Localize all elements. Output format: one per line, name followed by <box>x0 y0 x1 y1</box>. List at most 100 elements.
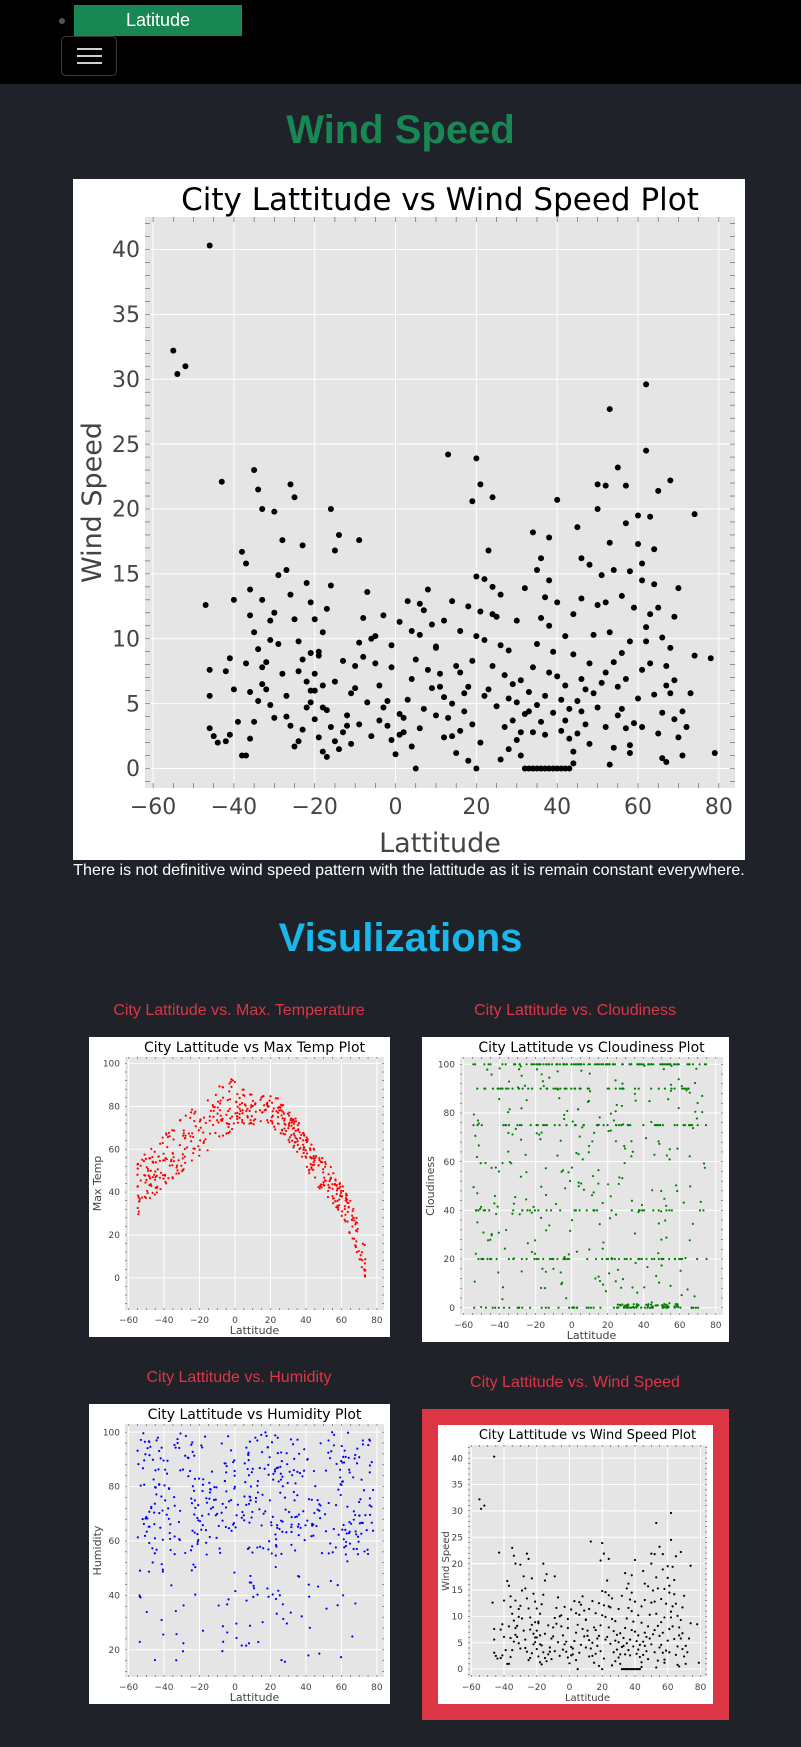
data-point <box>673 1087 676 1090</box>
data-point <box>257 1640 260 1644</box>
data-point <box>589 1647 592 1650</box>
data-point <box>318 1503 321 1506</box>
data-point <box>606 629 613 636</box>
data-point <box>516 1624 519 1627</box>
data-point <box>679 1618 682 1622</box>
data-point <box>596 1637 599 1640</box>
data-point <box>609 1129 612 1132</box>
data-point <box>165 1133 168 1136</box>
data-point <box>209 1109 213 1112</box>
data-point <box>238 1116 241 1119</box>
data-point <box>581 1627 584 1631</box>
data-point <box>208 1535 211 1539</box>
data-point <box>250 1114 253 1118</box>
data-point <box>494 1166 497 1169</box>
data-point <box>538 1643 542 1646</box>
data-point <box>290 1133 293 1137</box>
data-point <box>277 1106 281 1109</box>
data-point <box>693 1295 696 1298</box>
data-point <box>278 1527 281 1531</box>
data-point <box>164 1499 167 1502</box>
data-point <box>307 1654 310 1657</box>
data-point <box>646 1265 649 1269</box>
data-point <box>567 1171 570 1174</box>
data-point <box>307 1169 310 1172</box>
data-point <box>664 1649 668 1652</box>
data-point <box>243 752 250 759</box>
data-point <box>166 1145 169 1149</box>
data-point <box>199 1118 202 1121</box>
data-point <box>565 1063 568 1066</box>
data-point <box>607 1605 610 1608</box>
data-point <box>654 1304 657 1307</box>
data-point <box>671 1625 674 1628</box>
data-point <box>668 1063 671 1066</box>
data-point <box>570 1166 574 1169</box>
data-point <box>671 613 678 620</box>
data-point <box>493 1455 496 1458</box>
x-tick-label: 20 <box>602 1321 614 1331</box>
data-point <box>546 534 553 541</box>
thumbnail-cloudiness-plot[interactable]: −60 −40 −20 0 20 40 60 80 0 20 40 60 80 100 City Latti… <box>422 1037 729 1342</box>
data-point <box>571 1653 574 1656</box>
data-point <box>236 1093 239 1096</box>
x-tick-label: −40 <box>155 1316 174 1326</box>
data-point <box>572 1063 575 1066</box>
data-point <box>687 690 694 697</box>
latitude-nav-button[interactable]: Latitude <box>74 5 242 36</box>
data-point <box>339 1191 343 1195</box>
data-point <box>145 1166 148 1169</box>
data-point <box>643 447 650 454</box>
data-point <box>493 1202 496 1205</box>
data-point <box>479 1207 482 1211</box>
data-point <box>501 1063 504 1066</box>
data-point <box>489 1063 492 1066</box>
data-point <box>194 1506 197 1510</box>
data-point <box>625 1587 628 1590</box>
data-point <box>143 1195 147 1198</box>
data-point <box>247 1502 251 1506</box>
data-point <box>151 1561 154 1564</box>
data-point <box>521 1209 524 1212</box>
data-point <box>171 1129 174 1132</box>
data-point <box>590 690 597 697</box>
data-point <box>228 1122 231 1126</box>
data-point <box>213 1485 216 1489</box>
hamburger-menu-button[interactable] <box>61 36 117 76</box>
data-point <box>655 604 662 611</box>
data-point <box>534 1600 537 1603</box>
data-point <box>354 1453 357 1457</box>
y-tick-label: 20 <box>452 1560 464 1570</box>
data-point <box>223 1462 226 1465</box>
thumbnail-wind-speed-selected[interactable]: −60 −40 −20 0 20 40 60 80 0 5 10 15 20 25 30 35 40 City L… <box>422 1409 729 1720</box>
data-point <box>561 1634 565 1637</box>
y-tick-label: 40 <box>109 1188 121 1198</box>
data-point <box>158 1176 162 1179</box>
data-point <box>138 1640 141 1643</box>
data-point <box>653 1600 656 1603</box>
data-point <box>315 1154 318 1158</box>
data-point <box>667 1305 670 1309</box>
data-point <box>595 1209 599 1212</box>
data-point <box>260 1524 263 1527</box>
data-point <box>247 1642 251 1645</box>
data-point <box>645 1650 648 1653</box>
data-point <box>263 1109 266 1112</box>
data-point <box>643 1582 646 1585</box>
data-point <box>221 1519 224 1522</box>
data-point <box>317 1164 320 1167</box>
data-point <box>236 1121 240 1124</box>
x-tick-label: 20 <box>265 1316 277 1326</box>
data-point <box>684 1087 688 1090</box>
data-point <box>166 1459 169 1462</box>
data-point <box>657 1281 661 1284</box>
data-point <box>529 529 536 536</box>
data-point <box>538 718 545 725</box>
thumbnail-humidity-plot[interactable]: −60 −40 −20 0 20 40 60 80 20 40 60 80 100 City Lattit… <box>89 1404 390 1704</box>
data-point <box>163 1484 166 1487</box>
data-point <box>525 688 532 695</box>
data-point <box>363 1268 366 1271</box>
data-point <box>198 1520 202 1523</box>
x-tick-label: 80 <box>705 795 733 820</box>
thumbnail-temperature-plot[interactable]: −60 −40 −20 0 20 40 60 80 0 20 40 60 80 100 City Latti… <box>89 1037 390 1337</box>
